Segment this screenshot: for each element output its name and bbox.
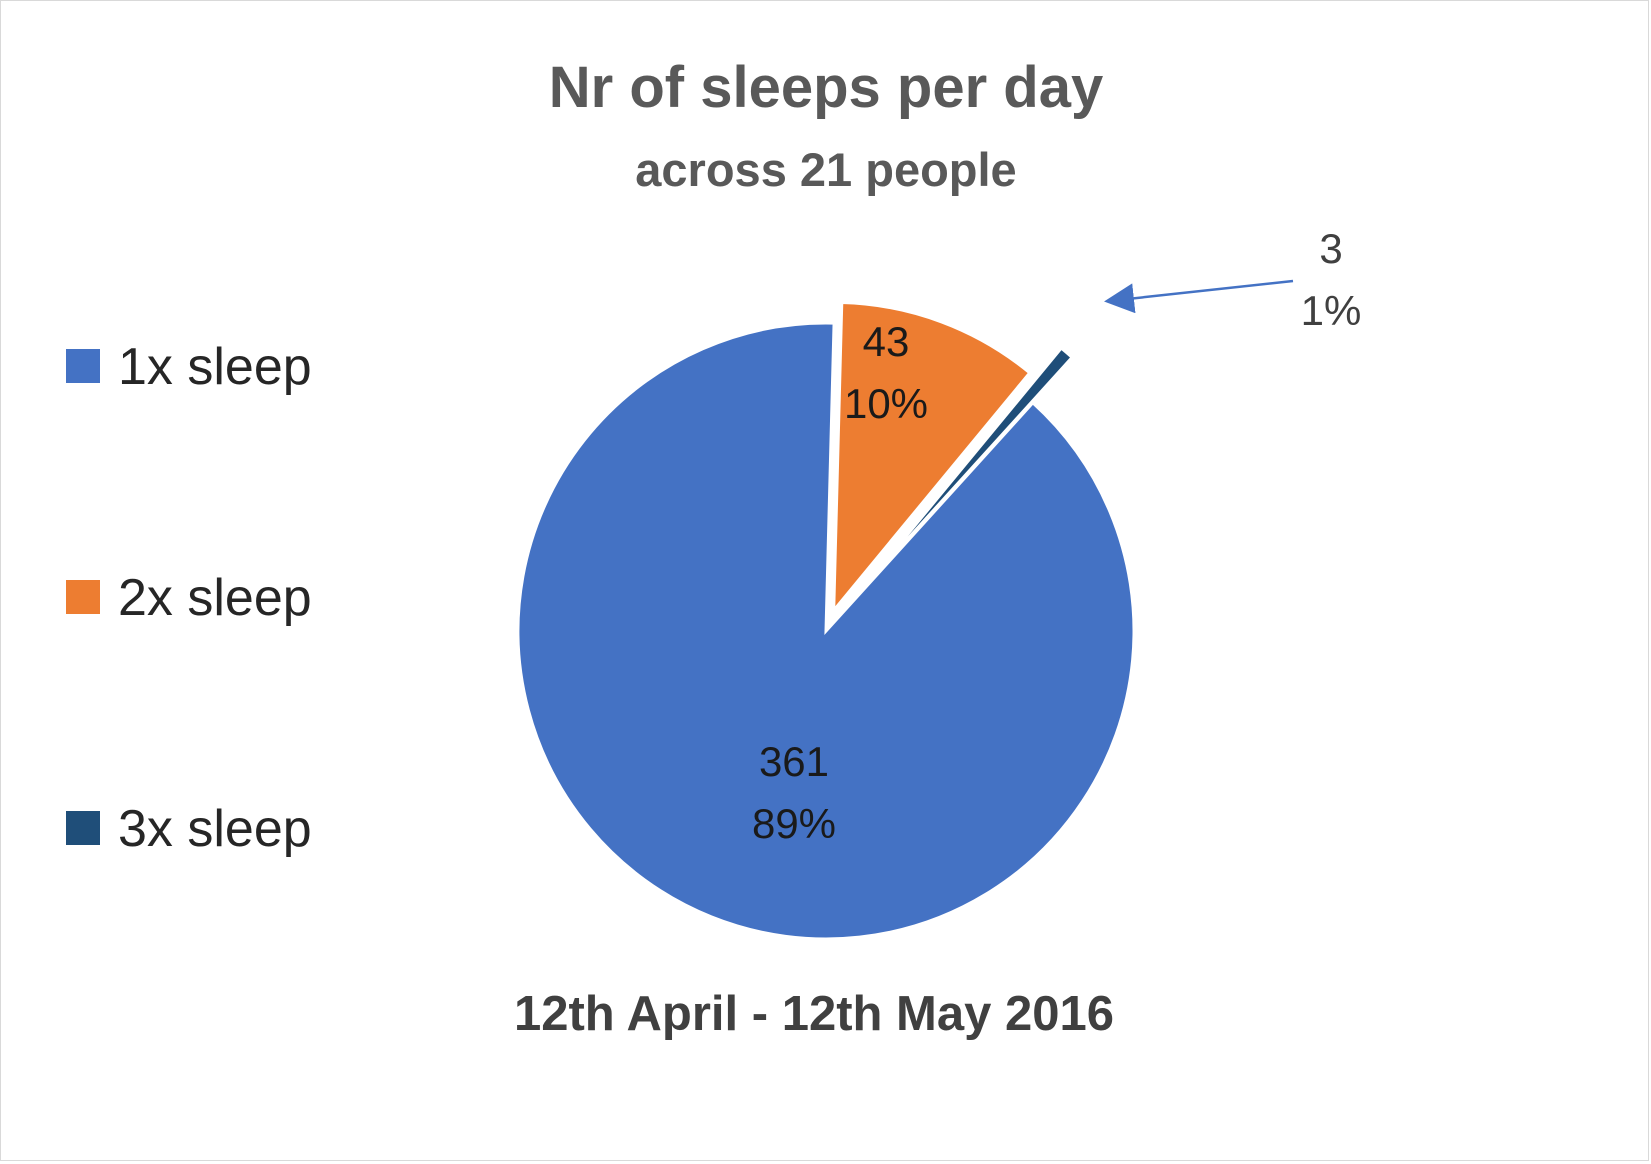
- pie-slice-2x-sleep: [832, 300, 1032, 615]
- legend-label-1x-sleep: 1x sleep: [118, 338, 312, 396]
- leader-line-arrow: [1104, 279, 1294, 314]
- pie-slices: [516, 300, 1136, 941]
- chart-subtitle: across 21 people: [635, 143, 1016, 196]
- legend-swatch-1x-sleep: [66, 349, 100, 383]
- data-label-value-2x-sleep: 43: [863, 318, 910, 365]
- pie-data-labels: 361 89% 43 10% 3 1%: [752, 225, 1361, 847]
- chart-footer-date-range: 12th April - 12th May 2016: [514, 987, 1114, 1041]
- pie-slice-1x-sleep: [516, 321, 1136, 941]
- chart-legend: 1x sleep 2x sleep 3x sleep: [66, 338, 312, 858]
- legend-swatch-3x-sleep: [66, 811, 100, 845]
- legend-label-2x-sleep: 2x sleep: [118, 569, 312, 627]
- data-label-value-3x-sleep: 3: [1319, 225, 1342, 272]
- legend-swatch-2x-sleep: [66, 580, 100, 614]
- data-label-value-1x-sleep: 361: [759, 738, 829, 785]
- legend-label-3x-sleep: 3x sleep: [118, 800, 312, 858]
- data-label-percent-1x-sleep: 89%: [752, 800, 836, 847]
- data-label-percent-3x-sleep: 1%: [1301, 287, 1362, 334]
- data-label-percent-2x-sleep: 10%: [844, 380, 928, 427]
- pie-slice-3x-sleep: [864, 345, 1075, 587]
- chart-title: Nr of sleeps per day: [549, 55, 1103, 120]
